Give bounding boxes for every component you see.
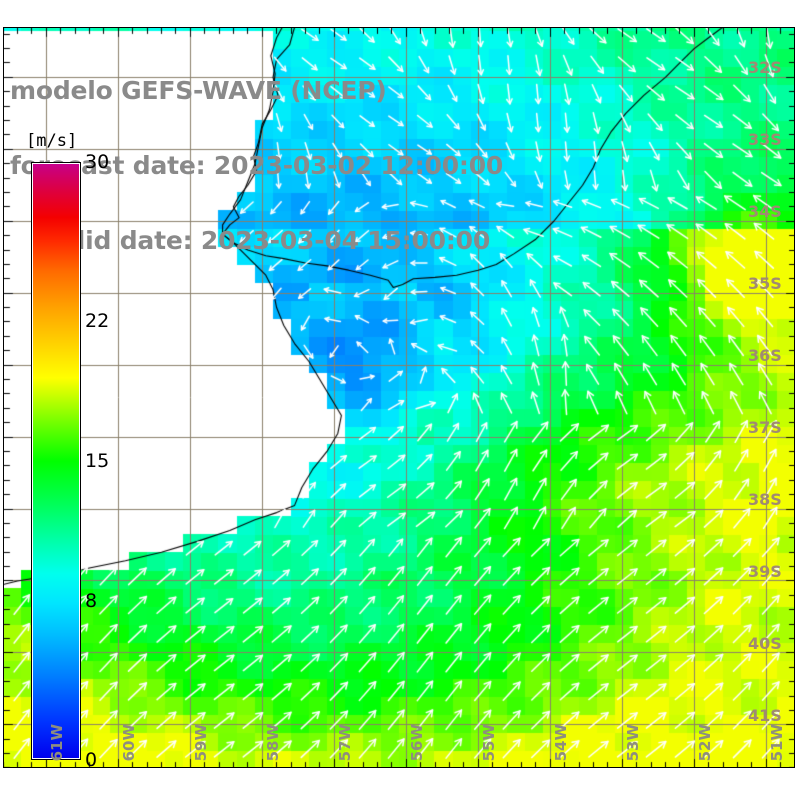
lat-label-41S: 41S (748, 705, 782, 725)
lon-label-52W: 52W (696, 724, 715, 762)
lon-label-60W: 60W (120, 724, 139, 762)
lat-label-40S: 40S (748, 633, 782, 653)
colorbar-tick-30: 30 (85, 151, 110, 173)
colorbar-tick-15: 15 (85, 450, 110, 472)
colorbar-units-label: [m/s] (26, 131, 78, 151)
lat-label-36S: 36S (748, 346, 782, 366)
lat-label-38S: 38S (748, 490, 782, 509)
lat-label-37S: 37S (748, 418, 782, 438)
lon-label-58W: 58W (264, 724, 283, 762)
colorbar[interactable] (31, 162, 81, 760)
colorbar-tick-8: 8 (85, 589, 98, 612)
lat-label-35S: 35S (748, 274, 782, 294)
lon-label-57W: 57W (336, 724, 355, 762)
lat-label-32S: 32S (748, 58, 782, 78)
lat-label-34S: 34S (748, 202, 782, 222)
colorbar-tick-22: 22 (85, 310, 110, 333)
lat-label-33S: 33S (748, 130, 782, 150)
lon-label-54W: 54W (552, 724, 571, 762)
lon-label-61W: 61W (48, 724, 67, 762)
lon-label-56W: 56W (408, 724, 427, 762)
lon-label-55W: 55W (480, 724, 499, 762)
map-plot-area[interactable] (3, 27, 795, 768)
colorbar-tick-0: 0 (85, 749, 98, 771)
lon-label-51W: 51W (768, 724, 787, 762)
lon-label-53W: 53W (624, 724, 643, 762)
wind-speed-heatmap-canvas[interactable] (3, 27, 795, 768)
colorbar-gradient (31, 162, 81, 760)
lat-label-39S: 39S (748, 561, 782, 581)
lon-label-59W: 59W (192, 724, 211, 762)
